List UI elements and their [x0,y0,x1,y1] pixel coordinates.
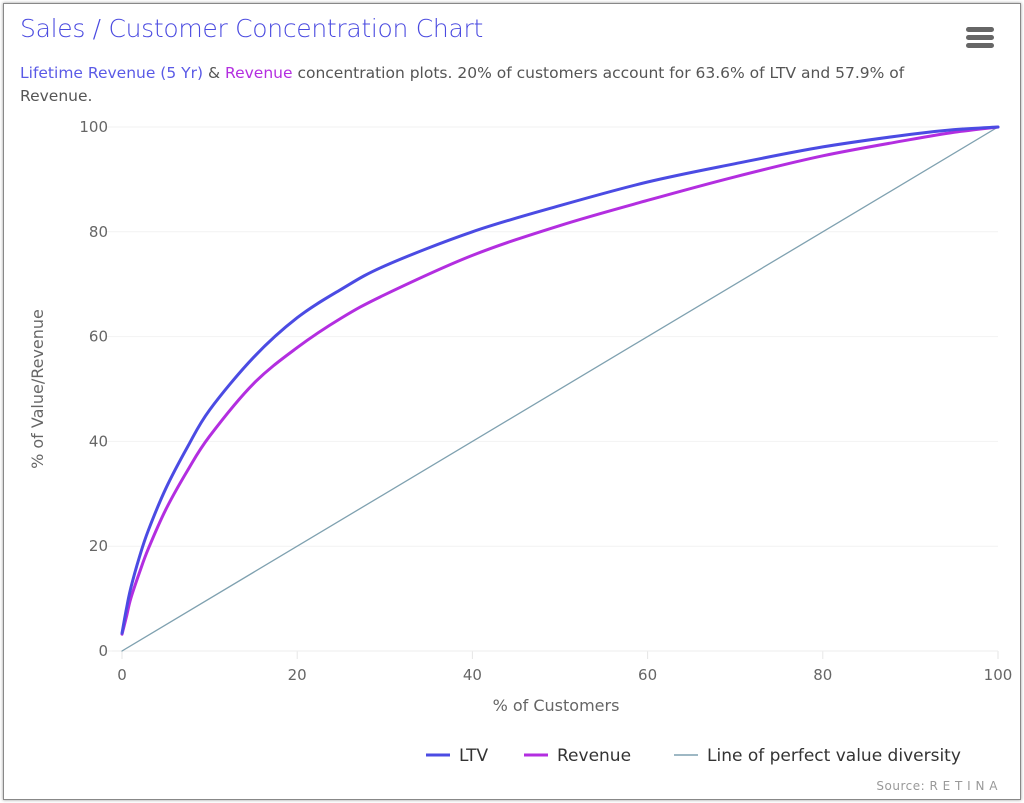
y-axis-title: % of Value/Revenue [28,309,47,469]
series-line-line-of-perfect-value-diversity[interactable] [121,126,999,652]
x-tick-label: 80 [813,666,832,684]
x-tick-label: 100 [984,666,1013,684]
y-tick-label: 60 [89,328,108,346]
x-tick-label: 40 [463,666,482,684]
y-tick-label: 40 [89,432,108,450]
legend-item[interactable]: Line of perfect value diversity [707,746,961,766]
y-tick-label: 20 [89,537,108,555]
x-tick-label: 60 [638,666,657,684]
legend-item[interactable]: Revenue [557,746,631,766]
subtitle-ltv: Lifetime Revenue (5 Yr) [20,64,204,82]
y-tick-label: 80 [89,223,108,241]
subtitle-rest: concentration plots. 20% of customers ac… [20,64,905,105]
legend-item[interactable]: LTV [459,746,489,766]
x-axis-title: % of Customers [493,696,620,715]
chart-title: Sales / Customer Concentration Chart [20,14,483,43]
x-tick-label: 20 [288,666,307,684]
chart-subtitle: Lifetime Revenue (5 Yr) & Revenue concen… [20,62,940,108]
x-tick-label: 0 [117,666,127,684]
source-credit: Source: R E T I N A [876,779,998,793]
subtitle-amp: & [203,64,225,82]
y-tick-label: 100 [79,118,108,136]
series-line-ltv[interactable] [120,125,1000,635]
subtitle-revenue: Revenue [225,64,293,82]
chart-container [3,3,1021,800]
y-tick-label: 0 [98,642,108,660]
hamburger-menu-icon[interactable] [966,27,994,49]
series-line-revenue[interactable] [120,125,1000,636]
